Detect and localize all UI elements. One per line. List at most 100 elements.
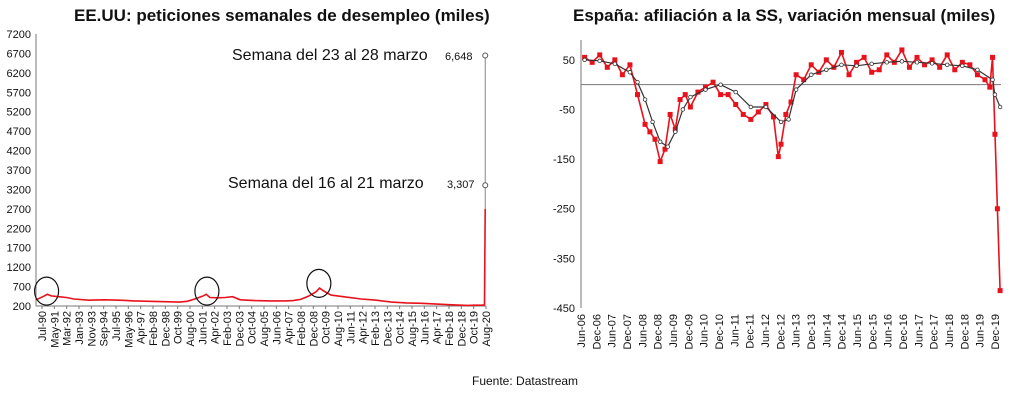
- spain-chart-title: España: afiliación a la SS, variación me…: [573, 6, 996, 25]
- spain-monthly-point: [899, 47, 905, 53]
- spain-monthly-point: [861, 54, 867, 60]
- spain-monthly-point: [642, 121, 648, 127]
- spain-average-point: [718, 82, 723, 87]
- us-chart-title: EE.UU: peticiones semanales de desempleo…: [74, 6, 490, 25]
- spain-monthly-point: [662, 146, 668, 152]
- spain-x-tick-label: Jun-16: [883, 314, 895, 348]
- spain-monthly-point: [604, 64, 610, 70]
- us-y-tick-label: 2200: [7, 223, 31, 235]
- us-claims-line: [35, 208, 486, 307]
- spain-monthly-point: [952, 67, 958, 73]
- spain-average-point: [635, 79, 640, 85]
- spain-monthly-point: [647, 129, 653, 135]
- us-chart: 7200 6700 6200 5700 5200 4700 4200 3700 3200 2700…: [7, 29, 493, 348]
- spain-x-tick-label: Dec-16: [898, 314, 910, 349]
- us-x-tick-label: Nov-93: [86, 311, 98, 346]
- spain-monthly-point: [612, 57, 618, 63]
- spain-average-point: [786, 117, 791, 122]
- us-x-tick-label: Oct-09: [321, 311, 333, 344]
- spain-monthly-point: [619, 72, 625, 78]
- us-y-tick-label: 6700: [7, 48, 31, 60]
- spain-monthly-point: [652, 136, 658, 142]
- us-x-tick-label: Apr-07: [284, 311, 296, 344]
- us-x-tick-label: Mar-92: [62, 311, 74, 346]
- spain-monthly-point: [672, 126, 678, 132]
- spain-average-point: [884, 60, 889, 65]
- spain-average-point: [824, 67, 829, 72]
- spain-x-tick-label: Jun-17: [913, 314, 925, 348]
- us-x-tick-label: Aug-20: [481, 311, 493, 346]
- us-y-tick-label: 700: [13, 282, 31, 294]
- spain-monthly-point: [967, 62, 973, 68]
- spain-average-point: [914, 60, 920, 65]
- spain-average-point: [854, 63, 859, 69]
- spain-x-tick-label: Dec-19: [990, 314, 1002, 349]
- spain-average-point: [778, 119, 784, 125]
- us-x-tick-label: Jul-95: [111, 311, 123, 341]
- spain-monthly-line: [584, 48, 1001, 291]
- spain-monthly-point: [725, 92, 731, 98]
- spain-average-point: [990, 77, 995, 82]
- us-y-tick-label: 7200: [7, 29, 31, 41]
- value-label-6648: 6,648: [445, 51, 473, 63]
- spain-monthly-point: [635, 92, 641, 98]
- spain-monthly-point: [929, 57, 935, 63]
- spain-x-tick-label: Jun-13: [791, 314, 803, 348]
- us-x-tick-label: Dec-18: [456, 311, 468, 346]
- us-x-tick-label: Aug-00: [185, 311, 197, 346]
- spain-x-tick-label: Jun-18: [944, 314, 956, 348]
- us-y-tick-label: 3200: [7, 184, 31, 196]
- us-x-tick-label: May-96: [123, 311, 135, 348]
- spain-average-point: [657, 139, 663, 144]
- us-y-tick-label: 5200: [7, 107, 31, 119]
- spain-monthly-point: [974, 72, 980, 78]
- spain-monthly-point: [987, 84, 993, 90]
- annotation-week-23-28-march: Semana del 23 al 28 marzo: [232, 47, 428, 64]
- us-x-tick-label: Feb-13: [370, 311, 382, 346]
- us-x-tick-label: Dec-08: [308, 311, 320, 346]
- spain-average-point: [809, 72, 814, 77]
- spain-x-tick-label: Dec-13: [806, 314, 818, 349]
- us-x-tick-label: Aug-05: [259, 311, 271, 346]
- spain-average-point: [992, 92, 998, 97]
- spain-x-tick-label: Jun-14: [821, 314, 833, 348]
- us-x-tick-label: Jun-06: [271, 311, 283, 345]
- spain-monthly-point: [937, 64, 943, 70]
- spain-x-tick-label: Jun-15: [852, 314, 864, 348]
- spain-monthly-point: [710, 79, 716, 85]
- highlight-circle-1: [194, 276, 220, 306]
- spain-monthly-point: [740, 111, 746, 117]
- spain-monthly-point: [906, 64, 912, 70]
- spain-monthly-point: [922, 62, 928, 68]
- spain-x-tick-label: Dec-14: [837, 314, 849, 349]
- us-x-tick-label: Sep-94: [99, 311, 111, 346]
- spain-average-point: [975, 67, 980, 72]
- spain-average-point: [793, 87, 799, 92]
- spain-monthly-point: [992, 131, 998, 137]
- spain-x-tick-label: Dec-18: [959, 314, 971, 349]
- us-x-tick-label: Oct-19: [469, 311, 481, 344]
- us-x-tick-label: Apr-02: [210, 311, 222, 344]
- spain-monthly-point: [770, 114, 776, 120]
- spain-x-tick-label: Jun-09: [668, 314, 680, 348]
- us-y-tick-label: 4700: [7, 126, 31, 138]
- spain-monthly-point: [793, 72, 799, 78]
- us-x-tick-label: Apr-97: [136, 311, 148, 344]
- us-x-tick-label: Oct-04: [247, 311, 259, 344]
- spain-x-tick-label: Dec-06: [591, 314, 603, 349]
- us-y-tick-label: 4200: [7, 146, 31, 158]
- spain-monthly-point: [702, 84, 708, 90]
- spain-monthly-point: [695, 89, 701, 95]
- spain-x-tick-label: Jun-11: [729, 314, 741, 347]
- spain-average-point: [703, 87, 708, 92]
- us-y-tick-label: 200: [13, 301, 31, 313]
- spain-average-point: [597, 58, 602, 64]
- spain-average-point: [680, 107, 686, 112]
- spain-average-point: [582, 57, 587, 63]
- source-note: Fuente: Datastream: [472, 374, 579, 388]
- spain-average-point: [688, 94, 693, 100]
- us-y-tick-label: 5700: [7, 87, 31, 99]
- us-y-tick-label: 1200: [7, 262, 31, 274]
- us-x-tick-label: Jul-90: [37, 311, 49, 341]
